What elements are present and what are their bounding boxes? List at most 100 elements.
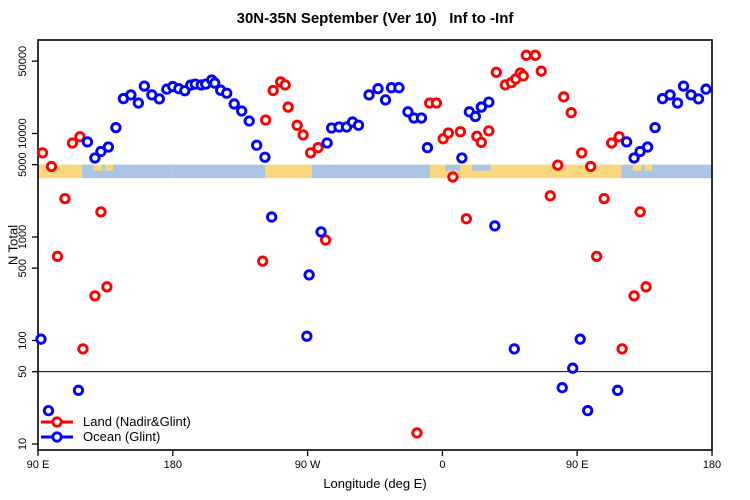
data-point [442,127,455,139]
y-axis-label: N Total [5,224,21,266]
data-point [110,121,122,134]
data-point [101,281,113,293]
data-point [556,382,568,394]
data-point [649,121,661,134]
data-point [671,97,684,109]
data-point [51,250,64,263]
data-point [692,93,705,105]
data-point [447,171,459,183]
svg-text:500: 500 [17,259,29,277]
data-point [634,206,646,218]
data-point [456,152,468,164]
data-point [421,141,434,154]
data-point [45,160,58,173]
data-point [558,91,570,103]
data-point [304,147,317,159]
data-point [243,115,255,127]
legend-label-land: Land (Nadir&Glint) [83,414,191,429]
svg-text:90 W: 90 W [295,459,321,471]
data-point [221,87,233,99]
data-point [475,101,487,113]
data-point [598,192,610,205]
data-point [372,83,384,95]
data-point [312,141,324,154]
data-point [315,226,327,238]
legend-row-land: Land (Nadir&Glint) [40,414,191,429]
data-point [576,147,588,159]
data-point [74,131,86,143]
data-point [411,427,423,439]
data-point [267,84,279,97]
data-point [89,152,101,164]
data-point [520,49,532,61]
data-point [565,107,577,119]
data-point [664,89,676,101]
data-point [567,362,579,374]
legend: Land (Nadir&Glint) Ocean (Glint) [40,414,191,444]
svg-text:100: 100 [17,331,29,349]
data-point [352,119,365,131]
data-point [700,83,712,95]
data-point [415,112,428,124]
svg-text:10: 10 [17,438,29,450]
data-point [640,281,652,293]
data-point [529,49,541,61]
data-point [363,89,375,101]
data-point [125,89,137,101]
data-point [585,160,597,173]
data-point [628,290,640,302]
ocean-series-marker-icon [41,430,73,443]
x-axis-label: Longitude (deg E) [323,476,427,491]
legend-row-ocean: Ocean (Glint) [40,429,191,444]
data-point [402,106,414,118]
data-point [72,384,85,396]
data-point [36,147,49,159]
data-point [582,405,594,417]
data-point [677,80,690,92]
data-point [301,330,313,342]
data-point [35,333,47,345]
data-point [291,119,303,131]
data-point [260,114,272,126]
legend-label-ocean: Ocean (Glint) [83,429,161,444]
data-point [132,97,145,109]
svg-text:90 E: 90 E [566,459,589,471]
data-point [460,213,473,225]
data-point [228,98,240,110]
data-point [483,125,495,137]
data-point [454,126,467,138]
data-point [517,70,529,82]
data-point [535,65,547,77]
data-point [282,101,294,113]
data-point [66,137,79,149]
data-point [483,96,495,108]
svg-text:0: 0 [439,459,445,471]
data-point [259,151,271,163]
svg-text:1000: 1000 [17,225,29,249]
data-point [611,384,624,396]
data-point [59,192,71,205]
data-point [297,129,309,141]
data-point [490,66,502,78]
data-point [95,206,107,218]
data-point [475,136,487,149]
data-point [641,141,654,153]
data-point [321,137,333,149]
data-point [379,94,392,106]
chart-title: 30N-35N September (Ver 10) Inf to -Inf [236,10,514,27]
data-point [81,136,94,148]
data-point [102,141,115,153]
data-point [628,152,640,164]
data-point [430,97,443,109]
svg-text:180: 180 [164,459,182,471]
data-point [591,250,603,263]
data-point [209,77,221,89]
svg-text:5000: 5000 [17,152,29,176]
data-point [266,211,278,223]
data-point [89,290,101,302]
data-point [552,159,564,171]
svg-text:50000: 50000 [17,46,29,77]
data-point [469,110,482,123]
